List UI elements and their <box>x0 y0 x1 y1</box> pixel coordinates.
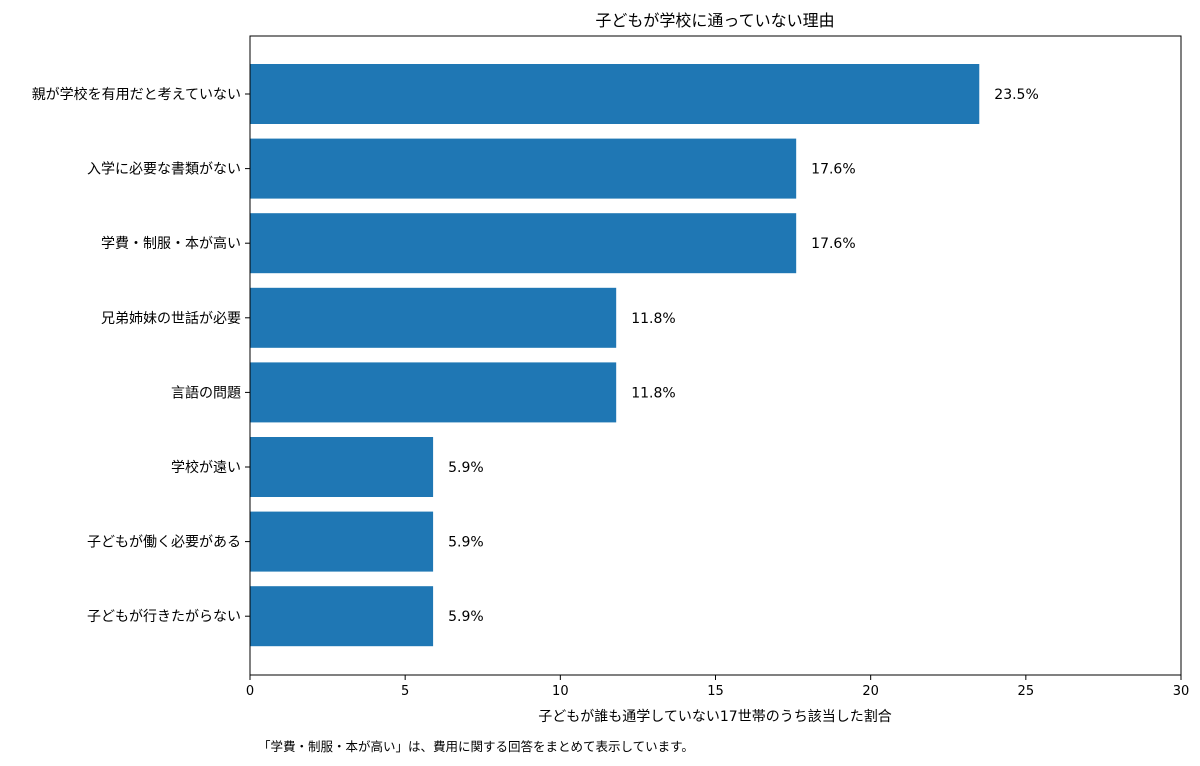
bar <box>250 586 434 647</box>
labels-layer: 親が学校を有用だと考えていない 23.5% 入学に必要な書類がない 17.6% 学費・制… <box>32 86 1039 625</box>
x-tick-label: 5 <box>401 684 409 699</box>
bar <box>250 213 797 274</box>
data-label: 5.9% <box>448 535 484 551</box>
category-label: 親が学校を有用だと考えていない <box>32 86 241 103</box>
bar <box>250 362 617 423</box>
axis-layer: 0 5 10 15 20 25 30 <box>245 35 1190 699</box>
x-tick-label: 10 <box>552 684 569 699</box>
bar <box>250 437 434 497</box>
data-label: 11.8% <box>631 311 675 327</box>
category-label: 学校が遠い <box>171 459 241 476</box>
x-tick-label: 20 <box>862 684 879 699</box>
x-tick-label: 25 <box>1018 684 1035 699</box>
data-label: 5.9% <box>448 609 484 625</box>
category-label: 学費・制服・本が高い <box>101 235 241 252</box>
x-axis-label: 子どもが誰も通学していない17世帯のうち該当した割合 <box>538 708 891 725</box>
category-label: 兄弟姉妹の世話が必要 <box>101 310 241 327</box>
chart-title: 子どもが学校に通っていない理由 <box>595 11 834 30</box>
category-label: 子どもが働く必要がある <box>87 535 241 551</box>
category-label: 言語の問題 <box>171 385 241 401</box>
data-label: 11.8% <box>631 385 675 401</box>
bar <box>250 138 797 199</box>
bar <box>250 287 617 348</box>
data-label: 17.6% <box>811 236 855 252</box>
data-label: 23.5% <box>994 87 1038 103</box>
plot-frame <box>249 35 1182 676</box>
footnote: 「学費・制服・本が高い」は、費用に関する回答をまとめて表示しています。 <box>258 739 694 754</box>
bar <box>250 64 980 124</box>
data-label: 17.6% <box>811 162 855 178</box>
x-tick-label: 30 <box>1173 684 1190 699</box>
bar <box>250 511 434 572</box>
data-label: 5.9% <box>448 460 484 476</box>
category-label: 子どもが行きたがらない <box>87 609 241 625</box>
x-tick-label: 0 <box>246 684 254 699</box>
category-label: 入学に必要な書類がない <box>87 162 241 178</box>
x-tick-label: 15 <box>707 684 724 699</box>
bars-layer <box>250 64 980 647</box>
